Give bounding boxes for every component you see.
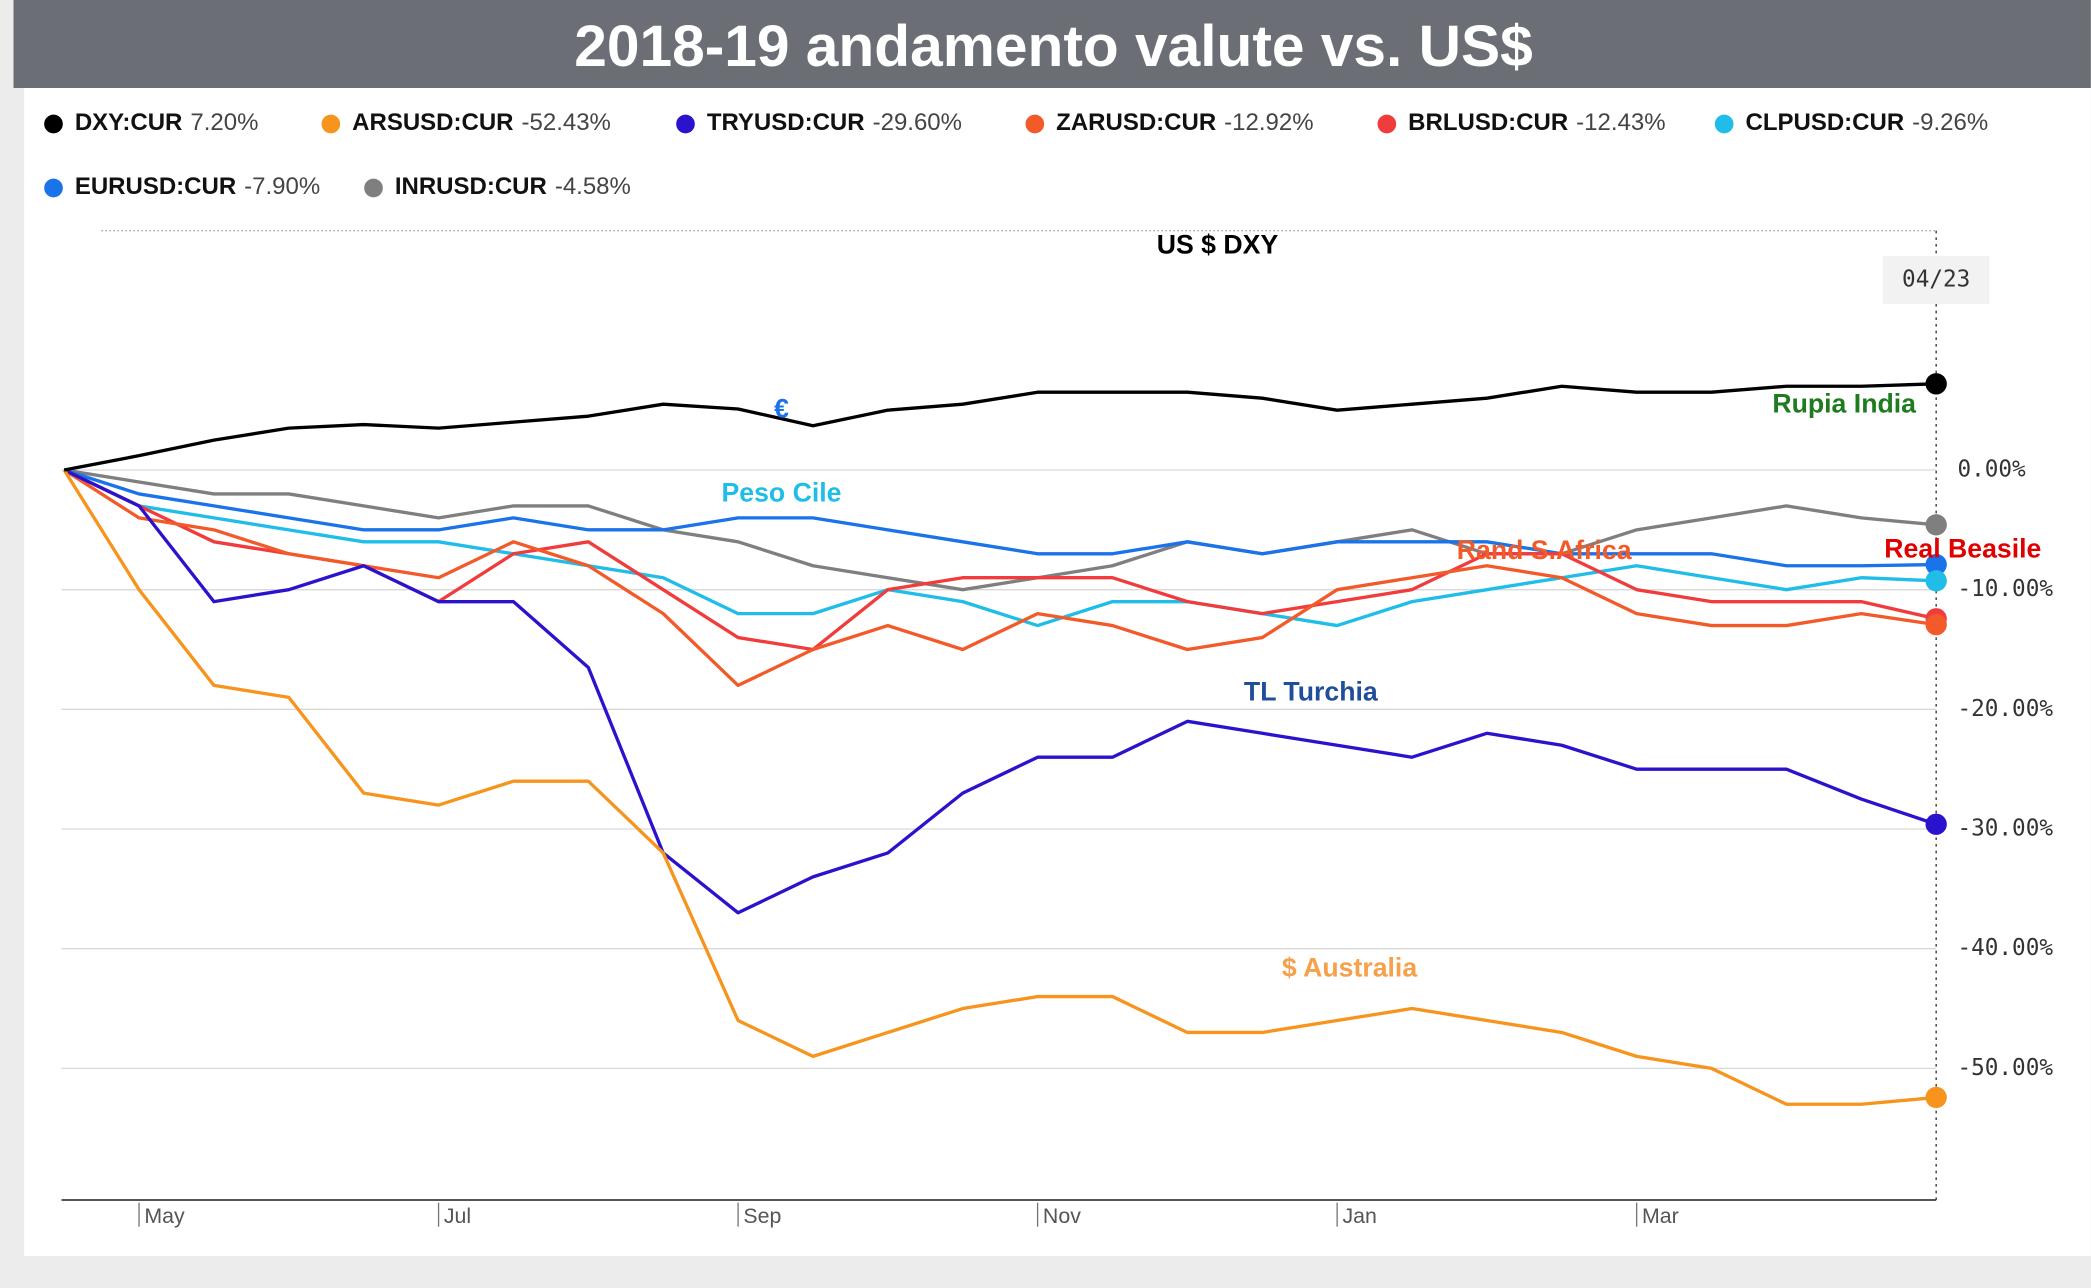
- title-band: [13, 0, 2091, 88]
- legend-name: TRYUSD:CUR: [707, 109, 865, 136]
- plot-background: [24, 80, 2091, 1256]
- annotation: Real Beasile: [1884, 534, 2041, 564]
- series-line: [63, 468, 1937, 628]
- legend-value: -52.43%: [522, 109, 611, 136]
- x-tick-label: Jan: [1342, 1204, 1376, 1228]
- end-marker: [1925, 514, 1947, 536]
- legend-name: CLPUSD:CUR: [1746, 109, 1905, 136]
- cursor-label: 04/23: [1902, 267, 1970, 293]
- legend-swatch: [1025, 114, 1045, 134]
- end-marker: [1925, 373, 1947, 395]
- y-tick-label: 0.00%: [1958, 457, 2027, 483]
- legend-label: CLPUSD:CUR -9.26%: [1746, 109, 1989, 136]
- annotation: TL Turchia: [1244, 676, 1378, 706]
- series-line: [63, 468, 1937, 915]
- legend-value: -9.26%: [1912, 109, 1988, 136]
- legend-value: -12.92%: [1224, 109, 1313, 136]
- series-line: [63, 468, 1937, 688]
- y-tick-label: -40.00%: [1958, 935, 2054, 961]
- end-marker: [1925, 570, 1947, 592]
- series-line: [63, 468, 1937, 592]
- y-tick-label: -30.00%: [1958, 816, 2054, 842]
- y-tick-label: -10.00%: [1958, 576, 2054, 602]
- legend-name: ZARUSD:CUR: [1056, 109, 1216, 136]
- legend-label: ARSUSD:CUR -52.43%: [352, 109, 611, 136]
- legend-value: -12.43%: [1576, 109, 1665, 136]
- series-line: [63, 382, 1937, 472]
- legend-name: DXY:CUR: [75, 109, 183, 136]
- x-tick-label: Mar: [1642, 1204, 1679, 1228]
- end-marker: [1925, 613, 1947, 636]
- legend-label: BRLUSD:CUR -12.43%: [1408, 109, 1665, 136]
- legend-swatch: [321, 114, 341, 134]
- annotation: Rupia India: [1772, 388, 1916, 418]
- legend-value: 7.20%: [190, 109, 258, 136]
- legend-value: -29.60%: [873, 109, 962, 136]
- legend-label: EURUSD:CUR -7.90%: [75, 173, 320, 200]
- legend-value: -7.90%: [244, 173, 320, 200]
- legend-swatch: [44, 114, 63, 134]
- series-line: [63, 468, 1937, 568]
- y-tick-label: -50.00%: [1958, 1055, 2054, 1081]
- legend-swatch: [44, 178, 63, 198]
- legend-name: INRUSD:CUR: [395, 173, 547, 200]
- annotation: €: [774, 394, 789, 424]
- x-tick-label: Sep: [743, 1204, 781, 1228]
- annotation: US $ DXY: [1157, 230, 1279, 260]
- legend-name: EURUSD:CUR: [75, 173, 236, 200]
- legend-label: ZARUSD:CUR -12.92%: [1056, 109, 1313, 136]
- legend-swatch: [1377, 114, 1397, 134]
- y-tick-label: -20.00%: [1958, 696, 2054, 722]
- legend-label: DXY:CUR 7.20%: [75, 109, 259, 136]
- x-tick-label: Jul: [444, 1204, 471, 1228]
- legend-name: ARSUSD:CUR: [352, 109, 513, 136]
- series-line: [62, 469, 1937, 1106]
- legend-value: -4.58%: [555, 173, 631, 200]
- end-marker: [1925, 1086, 1947, 1109]
- annotation: $ Australia: [1282, 952, 1417, 982]
- annotation: Peso Cile: [721, 478, 841, 508]
- chart-title: 2018-19 andamento valute vs. US$: [574, 14, 1532, 79]
- x-tick-label: May: [144, 1204, 185, 1228]
- end-marker: [1925, 553, 1947, 576]
- legend-label: TRYUSD:CUR -29.60%: [707, 109, 962, 136]
- legend-name: BRLUSD:CUR: [1408, 109, 1568, 136]
- legend-swatch: [364, 178, 383, 198]
- annotation: Rand S.Africa: [1457, 535, 1632, 565]
- cursor-box: [1882, 256, 1990, 304]
- legend-swatch: [676, 114, 695, 134]
- legend-label: INRUSD:CUR -4.58%: [395, 173, 631, 200]
- legend-swatch: [1714, 114, 1734, 134]
- end-marker: [1925, 813, 1947, 835]
- x-tick-label: Nov: [1043, 1204, 1081, 1228]
